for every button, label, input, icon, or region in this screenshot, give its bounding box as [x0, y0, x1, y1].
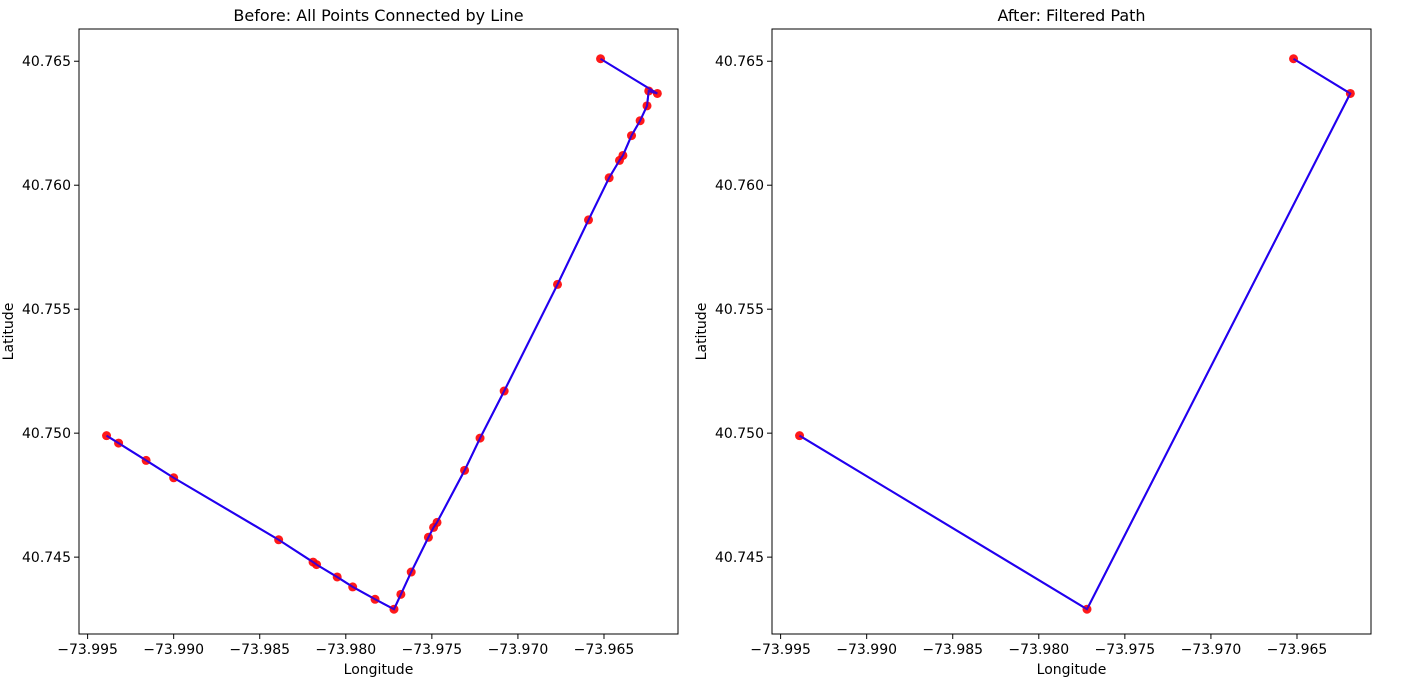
- x-axis-label: Longitude: [1037, 662, 1107, 678]
- chart-panel-before: Before: All Points Connected by Line Lon…: [1, 6, 679, 678]
- axis-ticks: −73.995 −73.990 −73.985 −73.980 −73.975 −73.9…: [715, 54, 1327, 658]
- x-tick-label: −73.975: [401, 642, 462, 658]
- x-tick-label: −73.970: [488, 642, 549, 658]
- chart-title: After: Filtered Path: [997, 6, 1145, 25]
- y-tick-label: 40.745: [22, 550, 71, 566]
- path-line-overlay: [798, 57, 1352, 611]
- y-axis-label: Latitude: [1, 303, 17, 361]
- y-tick-label: 40.745: [715, 550, 764, 566]
- y-tick-label: 40.760: [22, 178, 71, 194]
- plot-frame: [771, 28, 1372, 635]
- x-tick-label: −73.985: [229, 642, 290, 658]
- path-line: [105, 57, 658, 611]
- x-tick-label: −73.985: [922, 642, 983, 658]
- chart-title: Before: All Points Connected by Line: [233, 6, 523, 25]
- plot-frame: [78, 28, 679, 635]
- y-tick-label: 40.750: [22, 426, 71, 442]
- x-axis-label: Longitude: [344, 662, 414, 678]
- x-tick-label: −73.990: [836, 642, 897, 658]
- x-tick-label: −73.970: [1181, 642, 1242, 658]
- y-tick-label: 40.765: [22, 54, 71, 70]
- x-tick-label: −73.965: [1267, 642, 1328, 658]
- path-line: [798, 57, 1352, 611]
- axis-ticks: −73.995 −73.990 −73.985 −73.980 −73.975 −73.9…: [22, 54, 634, 658]
- y-tick-label: 40.750: [715, 426, 764, 442]
- y-tick-label: 40.755: [715, 302, 764, 318]
- y-tick-label: 40.760: [715, 178, 764, 194]
- x-tick-label: −73.995: [750, 642, 811, 658]
- x-tick-label: −73.990: [143, 642, 204, 658]
- path-line-overlay: [105, 57, 658, 611]
- chart-panel-after: After: Filtered Path Longitude Latitude …: [694, 6, 1372, 678]
- y-tick-label: 40.755: [22, 302, 71, 318]
- y-axis-label: Latitude: [694, 303, 710, 361]
- y-tick-label: 40.765: [715, 54, 764, 70]
- x-tick-label: −73.980: [315, 642, 376, 658]
- x-tick-label: −73.975: [1094, 642, 1155, 658]
- x-tick-label: −73.995: [57, 642, 118, 658]
- x-tick-label: −73.965: [574, 642, 635, 658]
- data-series: [795, 54, 1355, 614]
- x-tick-label: −73.980: [1008, 642, 1069, 658]
- data-series: [102, 54, 662, 614]
